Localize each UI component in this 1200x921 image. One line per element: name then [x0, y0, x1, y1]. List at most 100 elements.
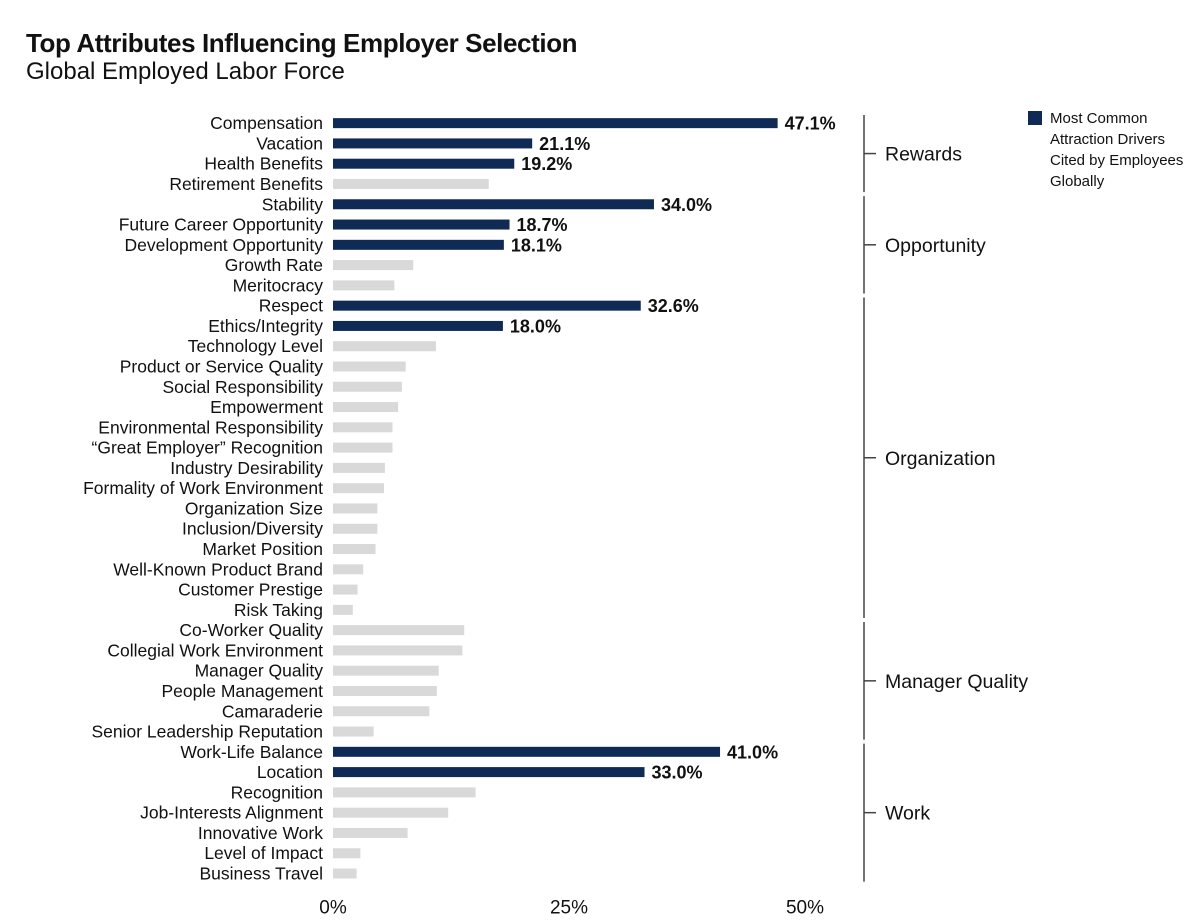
category-label-34: Job-Interests Alignment	[140, 803, 323, 823]
group-label-2: Organization	[885, 448, 996, 470]
bar-33	[333, 787, 476, 798]
category-label-35: Innovative Work	[198, 823, 323, 843]
category-label-26: Collegial Work Environment	[107, 640, 323, 660]
bar-24	[333, 604, 353, 615]
category-label-37: Business Travel	[199, 864, 323, 884]
bar-29	[333, 706, 430, 717]
category-label-15: Environmental Responsibility	[98, 417, 323, 437]
bar-16	[333, 442, 393, 453]
bar-11	[333, 341, 436, 352]
bar-1	[333, 138, 533, 149]
bar-31	[333, 746, 721, 757]
category-label-28: People Management	[162, 681, 324, 701]
bar-10	[333, 320, 503, 331]
category-label-20: Inclusion/Diversity	[182, 519, 323, 539]
bar-2	[333, 158, 515, 169]
value-label-2: 19.2%	[521, 154, 572, 174]
category-label-17: Industry Desirability	[170, 458, 323, 478]
bar-13	[333, 381, 402, 392]
value-label-10: 18.0%	[510, 316, 561, 336]
bar-19	[333, 503, 378, 514]
category-label-14: Empowerment	[210, 397, 323, 417]
bars-layer	[333, 118, 778, 879]
bar-12	[333, 361, 406, 372]
bar-6	[333, 239, 504, 250]
x-tick-label-0: 0%	[319, 898, 347, 919]
x-tick-label-1: 25%	[550, 898, 588, 919]
group-label-0: Rewards	[885, 144, 962, 166]
category-label-9: Respect	[259, 296, 323, 316]
category-label-11: Technology Level	[188, 336, 323, 356]
bar-22	[333, 564, 364, 575]
category-label-18: Formality of Work Environment	[83, 478, 323, 498]
value-label-4: 34.0%	[661, 195, 712, 215]
category-label-33: Recognition	[231, 782, 323, 802]
bar-23	[333, 584, 358, 595]
bar-36	[333, 848, 361, 859]
category-label-29: Camaraderie	[222, 701, 323, 721]
category-label-3: Retirement Benefits	[169, 174, 323, 194]
bar-15	[333, 422, 393, 433]
category-label-4: Stability	[262, 194, 324, 214]
value-label-32: 33.0%	[652, 763, 703, 783]
bar-25	[333, 625, 465, 636]
value-label-1: 21.1%	[539, 134, 590, 154]
bar-34	[333, 807, 449, 818]
bar-4	[333, 199, 654, 210]
bar-27	[333, 665, 439, 676]
bar-0	[333, 118, 778, 129]
category-label-22: Well-Known Product Brand	[113, 559, 323, 579]
bar-28	[333, 685, 437, 696]
category-label-2: Health Benefits	[204, 154, 323, 174]
bar-32	[333, 767, 645, 778]
bar-20	[333, 523, 378, 534]
x-axis-ticks-layer: 0% 25% 50%	[319, 898, 824, 919]
category-label-30: Senior Leadership Reputation	[91, 722, 323, 742]
bar-9	[333, 300, 641, 311]
bar-3	[333, 178, 489, 189]
x-tick-label-2: 50%	[786, 898, 824, 919]
group-label-1: Opportunity	[885, 235, 986, 257]
chart-subtitle: Global Employed Labor Force	[26, 58, 345, 85]
bar-26	[333, 645, 463, 656]
category-label-1: Vacation	[256, 133, 323, 153]
category-label-36: Level of Impact	[204, 843, 323, 863]
bar-30	[333, 726, 374, 737]
category-label-0: Compensation	[210, 113, 323, 133]
category-label-13: Social Responsibility	[163, 377, 324, 397]
bar-8	[333, 280, 395, 291]
bar-21	[333, 544, 376, 555]
bar-17	[333, 462, 385, 473]
bar-35	[333, 827, 408, 838]
category-label-21: Market Position	[202, 539, 323, 559]
category-label-32: Location	[257, 762, 323, 782]
category-label-10: Ethics/Integrity	[208, 316, 323, 336]
group-brackets-layer: Rewards Opportunity Organization Manager Qu…	[863, 115, 1028, 882]
category-label-8: Meritocracy	[233, 275, 324, 295]
category-label-5: Future Career Opportunity	[119, 215, 324, 235]
value-label-0: 47.1%	[785, 114, 836, 134]
value-label-9: 32.6%	[648, 296, 699, 316]
category-label-23: Customer Prestige	[178, 580, 323, 600]
value-label-6: 18.1%	[511, 235, 562, 255]
bar-37	[333, 868, 357, 879]
bar-18	[333, 483, 384, 494]
bar-7	[333, 260, 414, 271]
chart-title: Top Attributes Influencing Employer Sele…	[26, 28, 578, 58]
category-label-7: Growth Rate	[225, 255, 323, 275]
group-label-4: Work	[885, 803, 930, 825]
category-label-16: “Great Employer” Recognition	[92, 438, 323, 458]
category-label-25: Co-Worker Quality	[179, 620, 323, 640]
group-label-3: Manager Quality	[885, 671, 1028, 693]
value-label-5: 18.7%	[517, 215, 568, 235]
bar-14	[333, 402, 399, 413]
value-labels-layer: 47.1% 21.1%19.2% 34.0% 18.7%18.1% 32.6% 18.0%…	[510, 114, 836, 783]
bar-5	[333, 219, 510, 230]
category-label-31: Work-Life Balance	[180, 742, 323, 762]
legend-label: Most Common Attraction Drivers Cited by …	[1050, 110, 1184, 190]
category-label-24: Risk Taking	[234, 600, 323, 620]
category-label-19: Organization Size	[185, 498, 323, 518]
category-label-12: Product or Service Quality	[120, 357, 324, 377]
